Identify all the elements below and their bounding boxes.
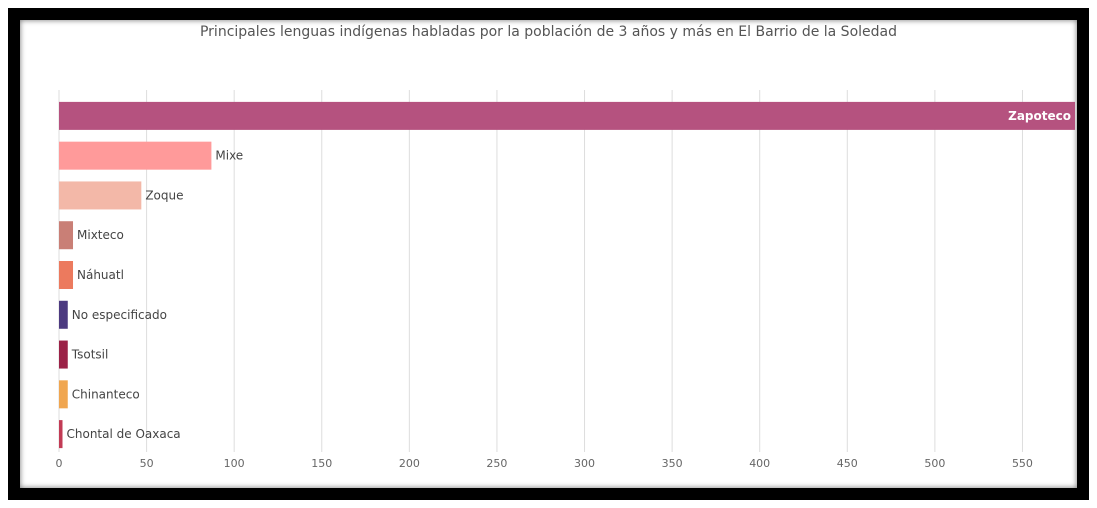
x-tick-label: 150 [311, 457, 332, 470]
bar-tsotsil [59, 340, 68, 369]
bar-label: Chinanteco [72, 387, 140, 401]
bar-zoque [59, 181, 142, 210]
x-tick-label: 500 [924, 457, 945, 470]
x-tick-label: 200 [399, 457, 420, 470]
bar-label: No especificado [72, 308, 167, 322]
bar-chontal-de-oaxaca [59, 420, 63, 449]
x-tick-label: 0 [56, 457, 63, 470]
bar-label: Chontal de Oaxaca [67, 427, 181, 441]
bar-zapoteco [59, 101, 1075, 130]
bar-mixteco [59, 221, 74, 250]
x-tick-label: 550 [1012, 457, 1033, 470]
x-tick-label: 250 [486, 457, 507, 470]
bar-mixe [59, 141, 212, 170]
bar-label: Mixe [215, 149, 243, 163]
bar-label: Mixteco [77, 228, 124, 242]
bar-label: Tsotsil [71, 348, 109, 362]
bar-label: Náhuatl [77, 268, 124, 282]
chart-frame: Principales lenguas indígenas habladas p… [8, 8, 1089, 500]
x-tick-label: 450 [837, 457, 858, 470]
bar-label: Zoque [145, 188, 183, 202]
x-tick-label: 400 [749, 457, 770, 470]
bar-n-huatl [59, 261, 74, 289]
bar-chart: 0 50 100 150 200 250 300 350 400 450 500 550 Zapotec… [56, 90, 1075, 470]
chart-title: Principales lenguas indígenas habladas p… [199, 24, 897, 40]
x-tick-label: 50 [140, 457, 154, 470]
chart-panel: Principales lenguas indígenas habladas p… [20, 20, 1077, 488]
x-tick-label: 350 [662, 457, 683, 470]
bar-chinanteco [59, 380, 68, 409]
x-tick-label: 300 [574, 457, 595, 470]
x-tick-label: 100 [224, 457, 245, 470]
bar-label: Zapoteco [1008, 109, 1071, 123]
bar-no-especificado [59, 300, 68, 329]
